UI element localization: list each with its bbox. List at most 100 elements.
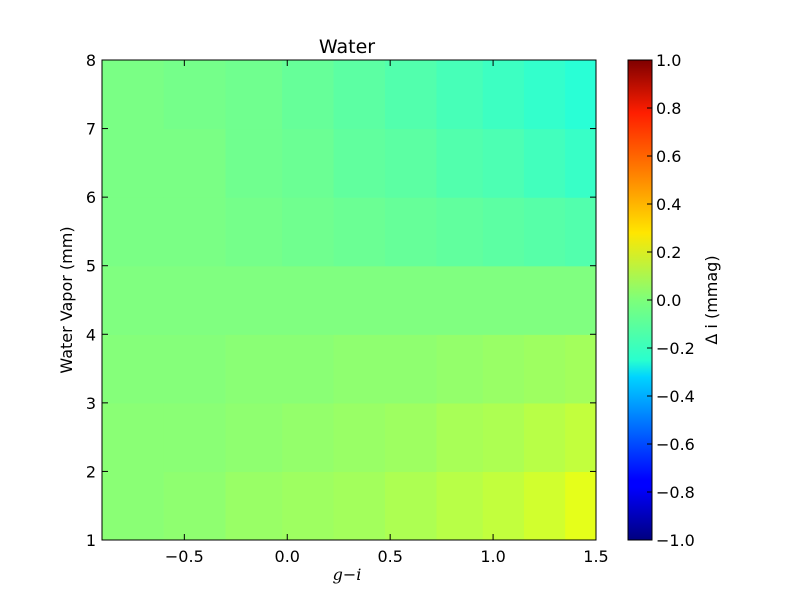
y-tick-label: 4 [86,325,96,344]
heatmap-cell [436,265,484,335]
heatmap-cell [565,471,596,540]
colorbar-tick-label: 0.2 [656,243,681,262]
heatmap-cell [282,60,335,130]
colorbar-tick-label: 0.8 [656,99,681,118]
heatmap-cell [282,265,335,335]
heatmap-cell [482,265,525,335]
colorbar-tick-label: −0.4 [656,387,695,406]
heatmap-cell [436,197,484,267]
heatmap-cell [523,128,566,198]
heatmap-cell [163,402,227,473]
heatmap-cell [225,128,283,198]
y-tick-label: 6 [86,188,96,207]
heatmap-cell [482,334,525,404]
heatmap-cell [565,265,596,335]
heatmap-cell [282,334,335,404]
heatmap-cell [436,334,484,404]
heatmap-cell [102,265,165,335]
colorbar-tick-label: 0.0 [656,291,681,310]
heatmap-cell [385,197,438,267]
heatmap-cell [163,60,227,130]
y-tick-label: 5 [86,257,96,276]
heatmap-cell [102,402,165,473]
heatmap-cell [385,471,438,540]
plot-frame [101,59,597,541]
heatmap-cell [225,402,283,473]
x-axis-ticks: −0.5 0.0 0.5 1.0 1.5 [165,60,609,566]
heatmap-cell [482,60,525,130]
heatmap-cell [225,265,283,335]
x-tick-label: 1.0 [480,547,505,566]
heatmap-cell [385,265,438,335]
heatmap-cell [225,334,283,404]
colorbar-tick-label: 0.6 [656,147,681,166]
heatmap-cell [482,197,525,267]
heatmap-cell [385,128,438,198]
heatmap-cell [523,471,566,540]
heatmap-cell [282,471,335,540]
heatmap-cell [565,402,596,473]
x-axis-label: g−i [333,565,362,584]
y-tick-label: 7 [86,120,96,139]
heatmap-cell [333,128,386,198]
heatmap-cell [102,60,165,130]
x-tick-label: 0.5 [377,547,402,566]
heatmap-cell [436,128,484,198]
heatmap-cell [102,128,165,198]
heatmap-cell [225,60,283,130]
heatmap-cell [102,471,165,540]
heatmap-cell [225,471,283,540]
y-axis-ticks: 1 2 3 4 5 6 7 8 [86,51,596,550]
heatmap-cell [163,197,227,267]
y-tick-label: 2 [86,462,96,481]
heatmap-cell [436,60,484,130]
x-tick-label: 1.5 [583,547,608,566]
colorbar-tick-label: −0.2 [656,339,695,358]
colorbar-ticks: −1.0 −0.8 −0.6 −0.4 −0.2 0.0 0.2 0.4 0.6 0.8 1.0 [647,51,695,550]
heatmap-cell [523,60,566,130]
heatmap-cell [333,265,386,335]
chart-title: Water [319,36,375,58]
heatmap-cell [163,471,227,540]
colorbar-label: Δ i (mmag) [702,255,721,344]
heatmap-cell [436,402,484,473]
colorbar-tick-label: −0.8 [656,483,695,502]
colorbar-tick-label: −1.0 [656,531,695,550]
heatmap-cell [333,60,386,130]
heatmap-cell [333,471,386,540]
heatmap-cell [333,197,386,267]
heatmap-cell [163,128,227,198]
heatmap-cell [523,402,566,473]
heatmap-cell [385,334,438,404]
heatmap-cell [523,334,566,404]
heatmap-cell [282,402,335,473]
y-tick-label: 3 [86,394,96,413]
heatmap-cell [482,128,525,198]
heatmap-cell [436,471,484,540]
heatmap-cell [333,402,386,473]
heatmap-cell [163,334,227,404]
x-tick-label: −0.5 [165,547,204,566]
heatmap-cell [565,128,596,198]
heatmap-cell [282,128,335,198]
heatmap-cell [523,197,566,267]
heatmap-cell [565,334,596,404]
heatmap-cell [385,60,438,130]
y-tick-label: 1 [86,531,96,550]
x-tick-label: 0.0 [275,547,300,566]
heatmap-cell [385,402,438,473]
heatmap-cell [565,60,596,130]
heatmap-cell [482,402,525,473]
heatmap-cell [163,265,227,335]
heatmap-cell [282,197,335,267]
heatmap-cells [102,60,596,540]
colorbar-tick-label: 0.4 [656,195,681,214]
heatmap-cell [102,334,165,404]
y-axis-label: Water Vapor (mm) [57,226,76,373]
heatmap-cell [523,265,566,335]
heatmap-cell [333,334,386,404]
heatmap-cell [225,197,283,267]
colorbar-tick-label: 1.0 [656,51,681,70]
heatmap-cell [565,197,596,267]
